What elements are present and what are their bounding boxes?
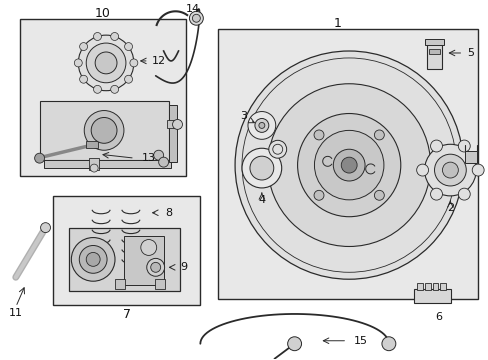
Text: 12: 12 bbox=[151, 56, 165, 66]
Bar bbox=[115, 279, 124, 289]
Text: 4: 4 bbox=[258, 195, 265, 205]
Circle shape bbox=[93, 85, 101, 93]
Circle shape bbox=[124, 42, 132, 50]
Circle shape bbox=[110, 32, 119, 40]
Circle shape bbox=[71, 238, 115, 281]
Circle shape bbox=[268, 140, 286, 158]
Circle shape bbox=[341, 157, 356, 173]
Bar bbox=[168, 105, 176, 162]
Circle shape bbox=[333, 149, 365, 181]
Bar bbox=[40, 100, 168, 160]
Circle shape bbox=[381, 337, 395, 351]
Bar bbox=[53, 196, 200, 305]
Circle shape bbox=[146, 258, 164, 276]
Circle shape bbox=[80, 75, 87, 83]
Circle shape bbox=[91, 117, 117, 143]
Text: 5: 5 bbox=[466, 48, 473, 58]
Circle shape bbox=[78, 35, 134, 91]
Circle shape bbox=[124, 75, 132, 83]
Circle shape bbox=[79, 246, 107, 273]
Text: 7: 7 bbox=[122, 309, 131, 321]
Circle shape bbox=[249, 156, 273, 180]
Circle shape bbox=[86, 252, 100, 266]
Circle shape bbox=[93, 32, 101, 40]
Text: 3: 3 bbox=[240, 111, 247, 121]
Text: 14: 14 bbox=[185, 4, 199, 14]
Bar bbox=[20, 19, 186, 176]
Circle shape bbox=[429, 140, 442, 152]
Bar bbox=[416, 283, 422, 290]
Circle shape bbox=[374, 130, 384, 140]
Circle shape bbox=[374, 190, 384, 200]
Text: 8: 8 bbox=[164, 208, 172, 218]
Circle shape bbox=[90, 164, 98, 172]
Circle shape bbox=[189, 11, 203, 25]
Bar bbox=[413, 289, 450, 303]
Text: 6: 6 bbox=[434, 312, 441, 322]
Circle shape bbox=[95, 52, 117, 74]
Bar bbox=[424, 283, 429, 290]
Circle shape bbox=[158, 157, 168, 167]
Circle shape bbox=[130, 59, 138, 67]
Circle shape bbox=[86, 43, 126, 83]
Bar bbox=[218, 29, 477, 299]
Circle shape bbox=[313, 190, 324, 200]
Circle shape bbox=[150, 262, 161, 272]
Bar bbox=[424, 39, 444, 45]
Bar bbox=[43, 160, 170, 168]
Circle shape bbox=[434, 154, 466, 186]
Bar bbox=[464, 151, 476, 163]
Circle shape bbox=[258, 122, 264, 129]
Circle shape bbox=[297, 113, 400, 217]
Text: 1: 1 bbox=[333, 17, 341, 30]
Text: 9: 9 bbox=[180, 262, 186, 272]
Circle shape bbox=[172, 120, 182, 129]
Text: 10: 10 bbox=[95, 7, 111, 20]
Circle shape bbox=[192, 14, 200, 22]
Bar bbox=[69, 228, 180, 291]
Circle shape bbox=[110, 85, 119, 93]
Circle shape bbox=[41, 223, 50, 233]
Circle shape bbox=[424, 144, 475, 196]
Bar bbox=[166, 121, 180, 129]
Circle shape bbox=[442, 162, 457, 178]
Text: 15: 15 bbox=[353, 336, 367, 346]
Circle shape bbox=[235, 51, 462, 279]
Bar bbox=[440, 283, 446, 290]
Circle shape bbox=[80, 42, 87, 50]
Bar bbox=[427, 49, 440, 54]
Circle shape bbox=[314, 130, 383, 200]
Text: 2: 2 bbox=[446, 203, 453, 213]
Circle shape bbox=[429, 188, 442, 200]
Circle shape bbox=[287, 337, 301, 351]
Bar bbox=[123, 235, 163, 285]
Bar bbox=[432, 283, 438, 290]
Circle shape bbox=[153, 150, 163, 160]
Circle shape bbox=[416, 164, 427, 176]
Circle shape bbox=[141, 239, 156, 255]
Bar bbox=[86, 141, 98, 148]
Circle shape bbox=[35, 153, 44, 163]
Circle shape bbox=[471, 164, 483, 176]
Circle shape bbox=[84, 111, 123, 150]
Text: 13: 13 bbox=[142, 153, 155, 163]
Circle shape bbox=[457, 188, 469, 200]
Circle shape bbox=[74, 59, 82, 67]
Circle shape bbox=[267, 84, 429, 247]
Bar bbox=[89, 158, 99, 170]
Circle shape bbox=[313, 130, 324, 140]
Bar bbox=[426, 43, 442, 69]
Circle shape bbox=[254, 118, 268, 132]
Circle shape bbox=[457, 140, 469, 152]
Circle shape bbox=[247, 112, 275, 139]
Circle shape bbox=[242, 148, 281, 188]
Bar bbox=[154, 279, 164, 289]
Text: 11: 11 bbox=[9, 308, 23, 318]
